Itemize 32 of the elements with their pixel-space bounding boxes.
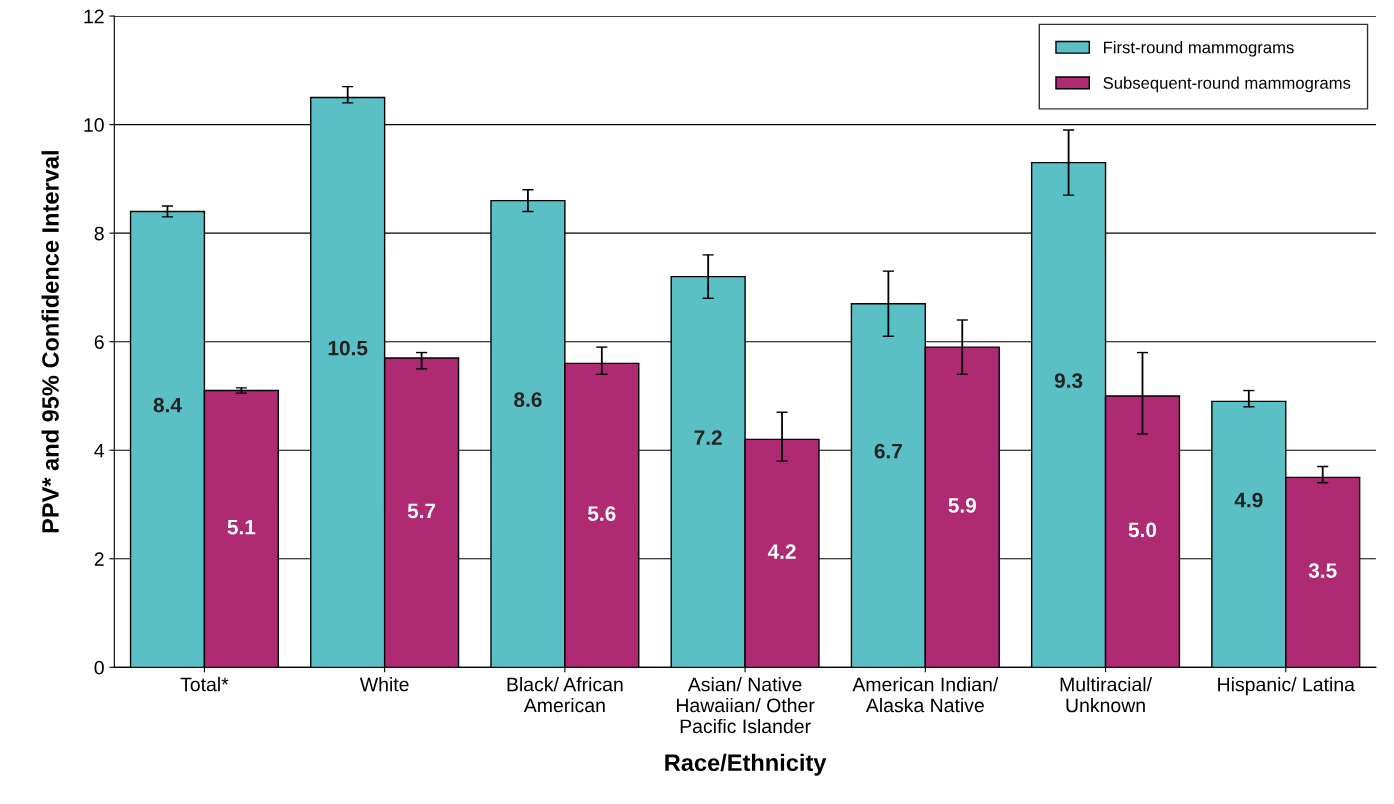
x-tick-label: Total*: [180, 677, 229, 692]
x-tick-label: Hispanic/ Latina: [1218, 677, 1355, 696]
data-label: 6.7: [874, 443, 902, 459]
y-tick-label: 6: [94, 335, 104, 349]
x-tick-label: American Indian/ Alaska Native: [852, 677, 999, 713]
data-label: 5.6: [587, 506, 616, 521]
data-label: 8.6: [514, 392, 542, 407]
data-label: 9.3: [1054, 373, 1083, 389]
data-label: 5.0: [1128, 522, 1157, 538]
y-tick-label: 12: [84, 9, 104, 24]
data-label: 7.2: [694, 430, 722, 445]
y-tick-label: 8: [94, 226, 104, 241]
y-tick-label: 0: [94, 660, 104, 675]
data-label: 10.5: [328, 340, 368, 356]
data-label: 8.4: [153, 397, 182, 413]
y-tick-label: 10: [84, 118, 104, 132]
y-tick-label: 2: [94, 552, 104, 566]
x-axis-title: Race/Ethnicity: [665, 753, 827, 776]
y-axis-title: PPV* and 95% Confidence Interval: [41, 151, 59, 533]
data-label: 5.9: [948, 498, 976, 513]
x-tick-label: White: [359, 677, 409, 692]
legend-label: First-round mammograms: [1104, 41, 1294, 57]
x-tick-label: Multiracial/ Unknown: [1060, 677, 1152, 713]
x-tick-label: Black/ African American: [507, 677, 623, 713]
legend-label: Subsequent-round mammograms: [1103, 76, 1351, 93]
data-label: 3.5: [1308, 563, 1337, 578]
data-label: 4.2: [767, 544, 796, 559]
data-label: 4.9: [1234, 492, 1263, 508]
y-tick-label: 4: [94, 443, 105, 458]
x-tick-label: Asian/ Native Hawaiian/ Other Pacific Islander: [676, 677, 815, 734]
data-label: 5.7: [407, 503, 436, 519]
data-label: 5.1: [227, 519, 256, 535]
